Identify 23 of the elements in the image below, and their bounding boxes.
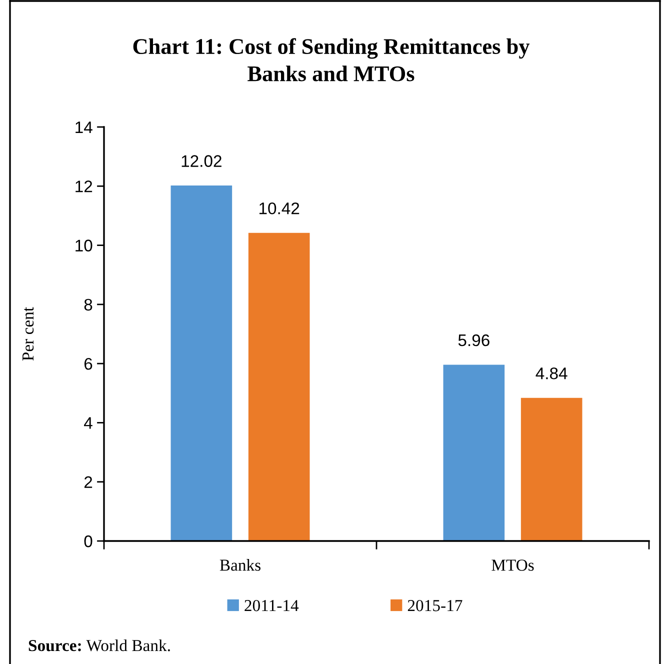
source-note: Source: World Bank. — [28, 639, 170, 652]
data-label: 12.02 — [182, 155, 222, 167]
y-tick-label: 10 — [76, 240, 92, 252]
bar — [170, 186, 232, 541]
y-axis-title: Per cent — [22, 307, 34, 361]
bar — [443, 364, 505, 541]
chart-title: Chart 11: Cost of Sending Remittances by Banks and MTOs — [133, 38, 530, 82]
legend-label: 2015-17 — [408, 600, 462, 612]
x-tick-label: Banks — [220, 559, 260, 571]
bar — [520, 398, 582, 541]
data-label: 10.42 — [260, 202, 300, 214]
y-tick-label: 12 — [76, 180, 92, 192]
data-label: 5.96 — [458, 334, 490, 346]
y-tick-label: 0 — [84, 535, 92, 548]
y-tick-label: 8 — [84, 298, 92, 311]
bar — [248, 232, 310, 541]
y-tick-label: 2 — [84, 476, 92, 488]
y-tick-label: 6 — [84, 358, 92, 370]
y-tick-label: 14 — [76, 122, 92, 134]
legend-label: 2011-14 — [244, 600, 299, 612]
x-tick-label: MTOs — [492, 560, 534, 571]
y-tick-label: 4 — [84, 417, 92, 429]
data-label: 4.84 — [536, 368, 568, 380]
